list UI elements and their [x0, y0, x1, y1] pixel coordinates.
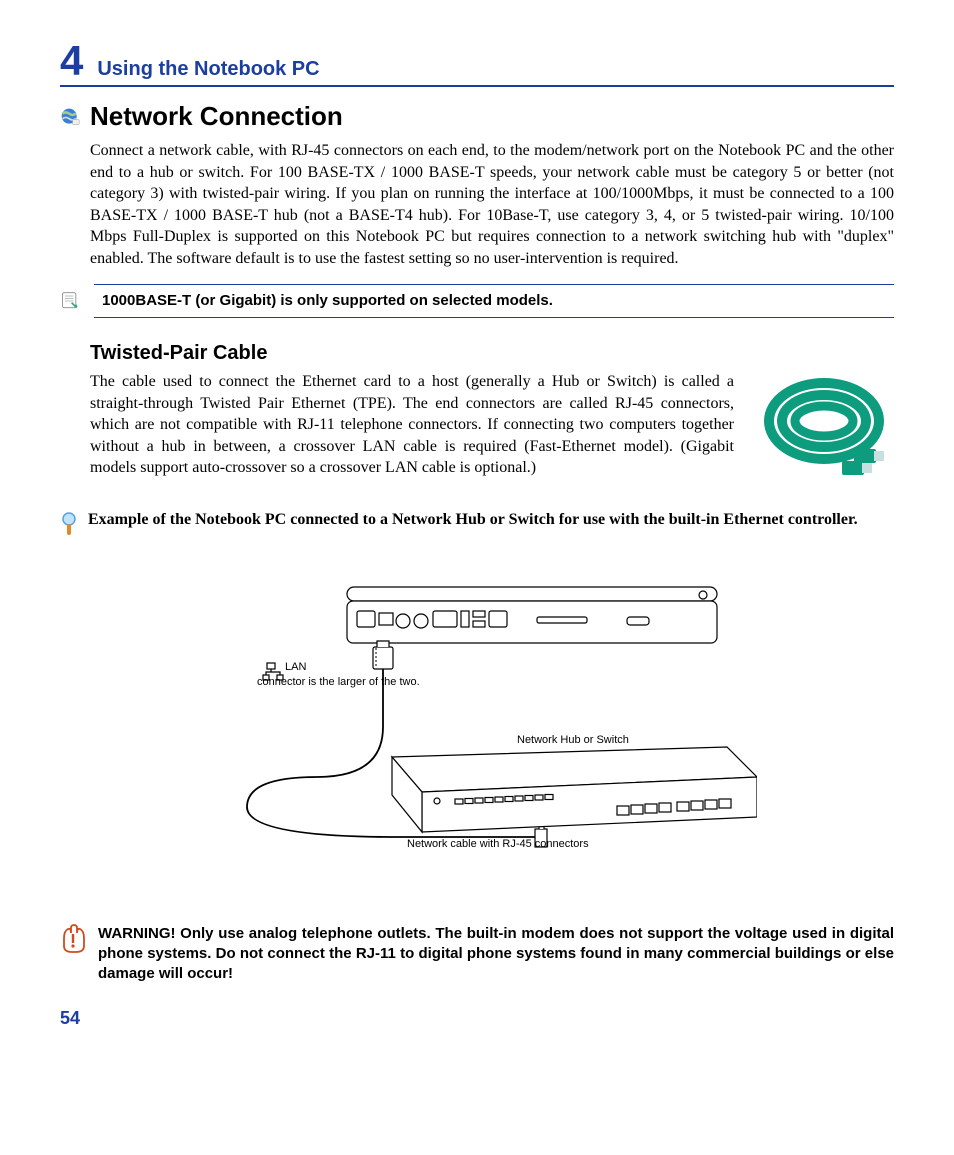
chapter-number: 4 — [60, 40, 83, 82]
tip-text: Example of the Notebook PC connected to … — [88, 509, 894, 531]
diagram-label-lan: LAN connector is the larger of the two. — [285, 660, 420, 690]
tip-callout: Example of the Notebook PC connected to … — [60, 509, 894, 537]
diagram-lan-prefix: LAN — [285, 661, 306, 673]
globe-icon — [60, 107, 80, 127]
connection-diagram: LAN connector is the larger of the two. … — [197, 577, 757, 884]
chapter-header: 4 Using the Notebook PC — [60, 40, 894, 87]
diagram-label-hub: Network Hub or Switch — [517, 733, 629, 748]
diagram-lan-text: connector is the larger of the two. — [257, 675, 420, 690]
diagram-label-cable: Network cable with RJ-45 connectors — [407, 837, 589, 852]
note-callout: 1000BASE-T (or Gigabit) is only supporte… — [60, 284, 894, 318]
chapter-title: Using the Notebook PC — [97, 56, 319, 83]
page-number: 54 — [60, 1006, 894, 1030]
ethernet-cable-image — [754, 371, 894, 481]
subsection-text: The cable used to connect the Ethernet c… — [90, 371, 734, 481]
section-title: Network Connection — [90, 99, 343, 134]
section-header: Network Connection — [60, 99, 894, 134]
warning-callout: WARNING! Only use analog telephone outle… — [60, 924, 894, 985]
note-text: 1000BASE-T (or Gigabit) is only supporte… — [94, 284, 894, 318]
subsection-row: The cable used to connect the Ethernet c… — [90, 371, 894, 481]
note-icon — [60, 291, 80, 311]
body-paragraph: Connect a network cable, with RJ-45 conn… — [90, 140, 894, 270]
warning-text: WARNING! Only use analog telephone outle… — [98, 924, 894, 985]
warning-hand-icon — [60, 924, 86, 954]
subsection-title: Twisted-Pair Cable — [90, 340, 894, 367]
magnifier-icon — [60, 511, 78, 537]
